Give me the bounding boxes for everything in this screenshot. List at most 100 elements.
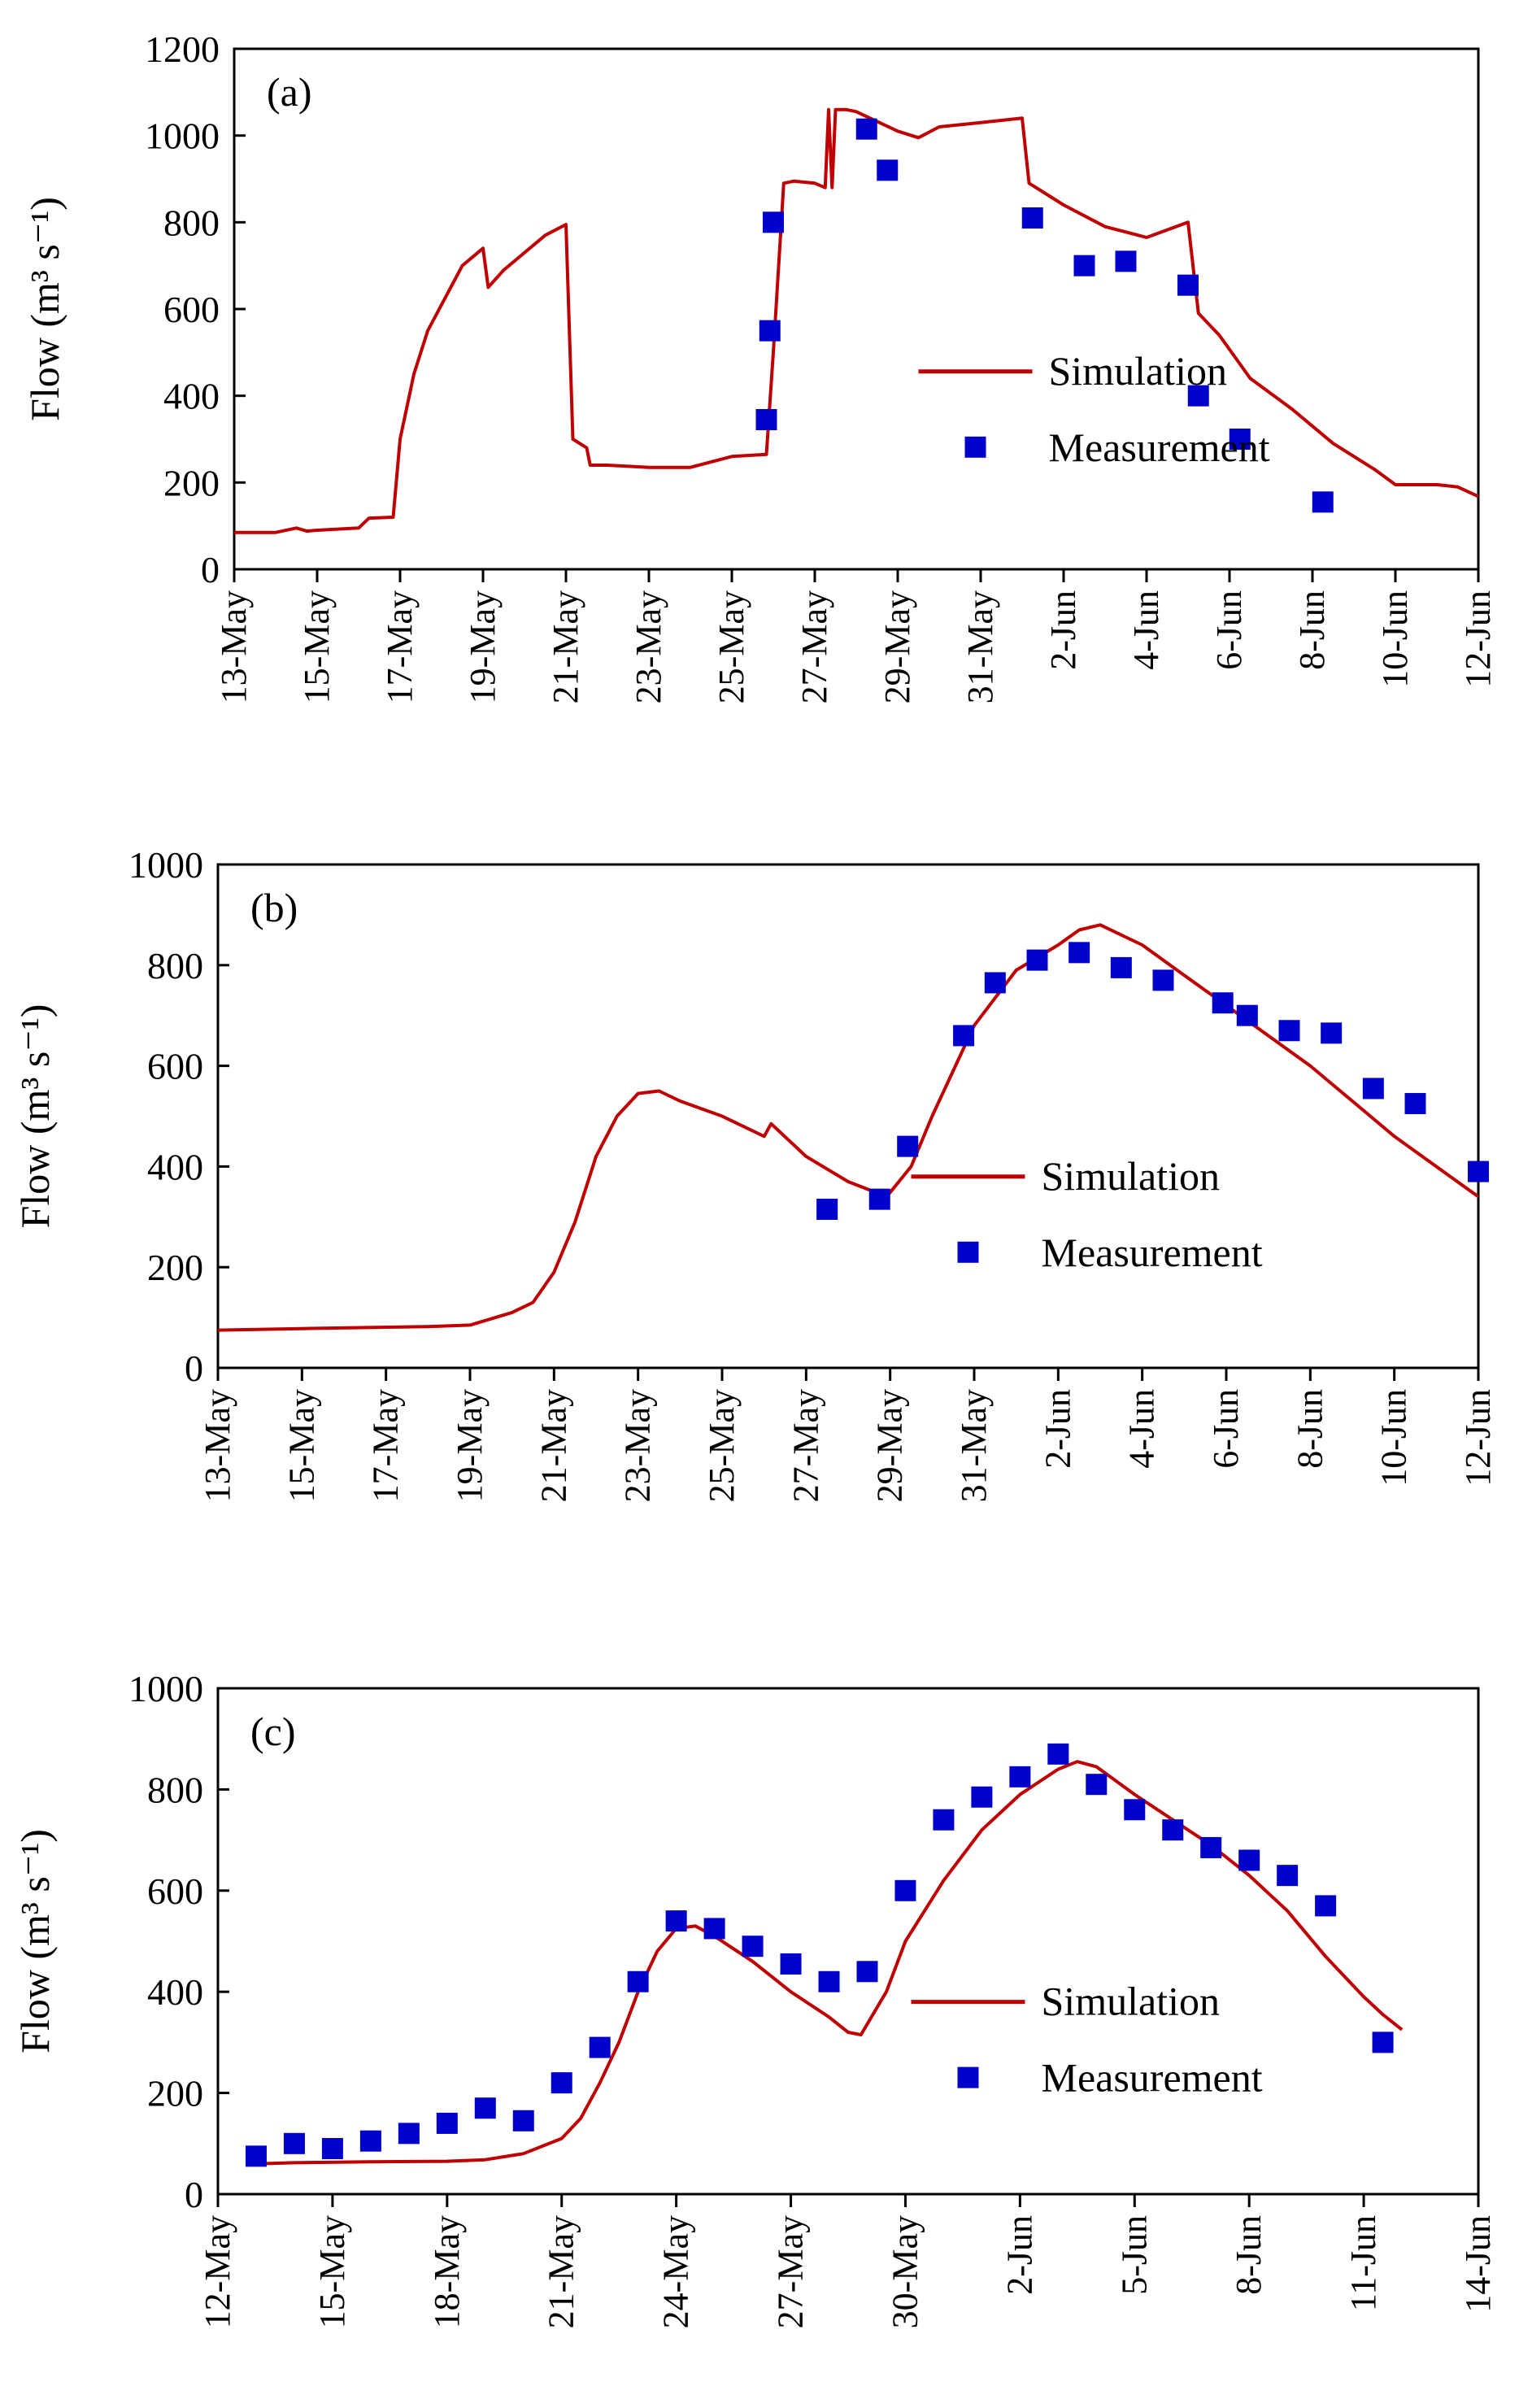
measurement-point xyxy=(1362,1078,1384,1099)
x-tick-label: 17-May xyxy=(380,590,420,703)
measurement-point xyxy=(627,1970,649,1992)
x-tick-label: 10-Jun xyxy=(1374,1389,1414,1487)
measurement-point xyxy=(1321,1022,1343,1044)
y-tick-label: 200 xyxy=(147,1247,203,1288)
measurement-point xyxy=(512,2110,534,2131)
measurement-point xyxy=(245,2145,267,2167)
legend-measurement-swatch xyxy=(957,2066,979,2088)
y-tick-label: 800 xyxy=(147,945,203,986)
measurement-point xyxy=(856,1961,878,1983)
measurement-point xyxy=(877,159,899,181)
x-tick-label: 31-May xyxy=(954,1389,994,1502)
y-tick-label: 800 xyxy=(147,1769,203,1810)
x-tick-label: 13-May xyxy=(198,1389,237,1502)
legend-simulation-label: Simulation xyxy=(1042,1153,1220,1199)
measurement-point xyxy=(816,1199,838,1221)
x-tick-label: 2-Jun xyxy=(1043,590,1083,670)
y-tick-label: 0 xyxy=(201,549,220,590)
y-axis-label: Flow (m³ s⁻¹) xyxy=(12,1829,58,2053)
panel-c: 0 200 400 600 800 1000 12-May 15-May 18-May 21-Ma… xyxy=(12,1668,1498,2328)
measurement-point xyxy=(1229,429,1251,450)
measurement-point xyxy=(1162,1819,1184,1841)
measurement-point xyxy=(1110,956,1132,978)
measurement-point xyxy=(1086,1774,1108,1796)
x-tick-label: 6-Jun xyxy=(1206,1389,1246,1469)
measurement-point xyxy=(551,2072,572,2094)
measurement-point xyxy=(868,1188,890,1210)
measurement-point xyxy=(953,1025,975,1047)
x-tick-label: 15-May xyxy=(297,590,337,703)
x-tick-label: 30-May xyxy=(885,2215,925,2328)
x-tick-label: 19-May xyxy=(463,590,503,703)
x-tick-label: 4-Jun xyxy=(1122,1389,1162,1469)
measurement-point xyxy=(703,1918,725,1940)
y-tick-label: 0 xyxy=(185,2174,203,2215)
legend-measurement-label: Measurement xyxy=(1042,2055,1263,2101)
y-tick-label: 600 xyxy=(147,1870,203,1912)
legend-measurement-label: Measurement xyxy=(1049,425,1270,470)
measurement-point xyxy=(359,2130,381,2152)
simulation-line xyxy=(255,1760,1404,2166)
y-tick-label: 0 xyxy=(185,1348,203,1389)
measurement-point xyxy=(474,2097,496,2119)
x-tick-label: 21-May xyxy=(542,2215,581,2328)
x-tick-label: 6-Jun xyxy=(1209,590,1249,670)
x-tick-label: 15-May xyxy=(312,2215,352,2328)
simulation-line xyxy=(234,107,1478,534)
measurement-point xyxy=(283,2132,305,2154)
measurement-point xyxy=(780,1953,802,1975)
legend-measurement-label: Measurement xyxy=(1042,1230,1263,1275)
x-tick-label: 29-May xyxy=(870,1389,910,1502)
plot-frame xyxy=(216,1687,1480,2196)
y-tick-label: 1200 xyxy=(145,28,220,70)
y-tick-label: 1000 xyxy=(128,1668,203,1709)
measurement-point xyxy=(398,2123,420,2145)
measurement-point xyxy=(1236,1004,1258,1026)
measurement-point xyxy=(1047,1743,1069,1765)
x-tick-label: 4-Jun xyxy=(1126,590,1166,670)
x-tick-label: 8-Jun xyxy=(1290,1389,1330,1469)
measurement-point xyxy=(855,118,877,140)
legend-simulation-label: Simulation xyxy=(1049,348,1227,394)
panel-label: (c) xyxy=(250,1709,296,1754)
y-tick-label: 200 xyxy=(163,462,220,503)
measurement-point xyxy=(436,2112,458,2134)
measurement-point xyxy=(1187,385,1209,407)
x-tick-label: 29-May xyxy=(877,590,917,703)
panel-b: 0 200 400 600 800 1000 13-May 15-May 17-May 19-Ma… xyxy=(12,844,1498,1502)
x-tick-label: 15-May xyxy=(281,1389,321,1502)
panel-label: (a) xyxy=(267,69,312,115)
panel-a: 0 200 400 600 800 1000 1200 13-May 15-May 17-May 1… xyxy=(22,28,1498,703)
measurement-point xyxy=(665,1910,687,1932)
measurement-point xyxy=(984,972,1006,994)
y-tick-label: 400 xyxy=(163,376,220,417)
y-tick-label: 600 xyxy=(147,1046,203,1087)
y-tick-label: 400 xyxy=(147,1146,203,1187)
y-tick-label: 1000 xyxy=(128,844,203,886)
measurement-point xyxy=(1404,1093,1426,1115)
measurement-point xyxy=(1068,942,1090,964)
measurement-point xyxy=(1278,1020,1300,1042)
x-tick-label: 12-Jun xyxy=(1458,1389,1498,1487)
x-tick-label: 23-May xyxy=(618,1389,658,1502)
x-tick-label: 2-Jun xyxy=(1038,1389,1077,1469)
x-tick-label: 8-Jun xyxy=(1229,2215,1269,2295)
plot-frame xyxy=(216,863,1480,1369)
y-tick-label: 1000 xyxy=(145,115,220,157)
measurement-point xyxy=(1115,250,1137,272)
legend-simulation-label: Simulation xyxy=(1042,1979,1220,2024)
x-tick-label: 27-May xyxy=(786,1389,825,1502)
x-tick-label: 8-Jun xyxy=(1292,590,1332,670)
measurement-point xyxy=(321,2138,343,2160)
measurement-point xyxy=(971,1786,993,1808)
measurement-point xyxy=(1177,274,1199,296)
x-tick-label: 12-May xyxy=(198,2215,237,2328)
x-tick-label: 25-May xyxy=(702,1389,742,1502)
x-tick-label: 31-May xyxy=(960,590,1000,703)
measurement-point xyxy=(1372,2031,1394,2053)
measurement-point xyxy=(1468,1160,1489,1182)
y-tick-label: 600 xyxy=(163,289,220,330)
measurement-point xyxy=(1212,992,1234,1014)
measurement-point xyxy=(763,211,784,233)
measurement-point xyxy=(1277,1865,1299,1887)
